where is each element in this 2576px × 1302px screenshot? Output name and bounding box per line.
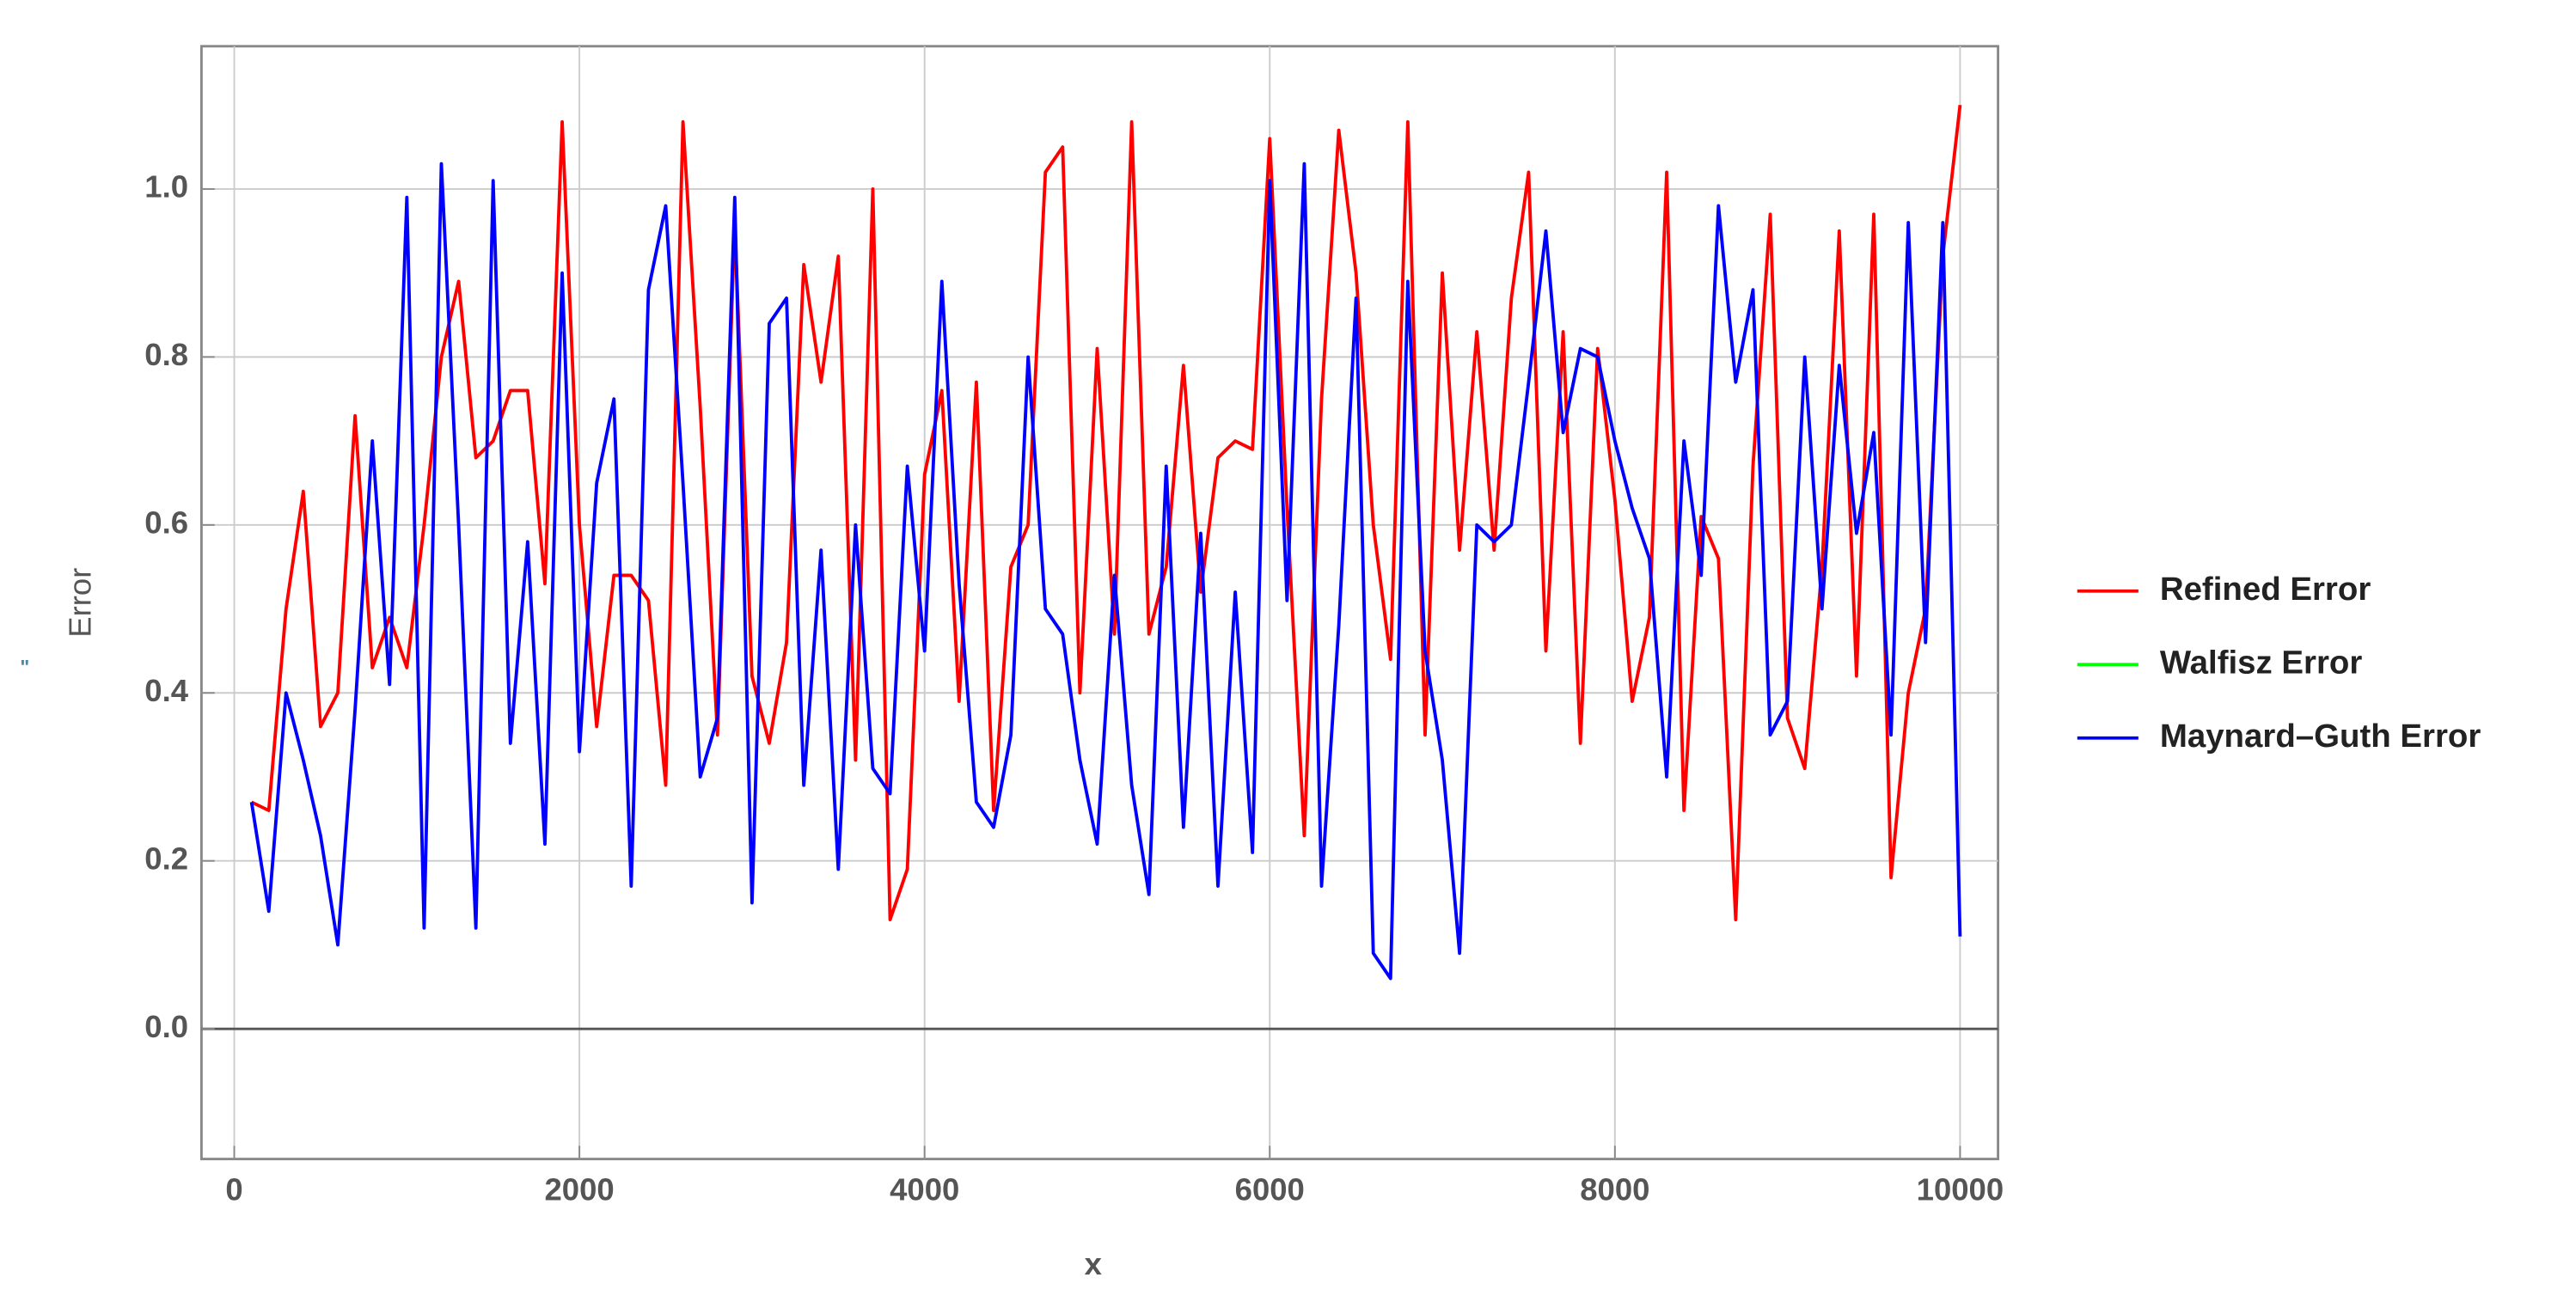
y-tick-label: 0.2 — [144, 840, 188, 876]
y-tick-label: 0.0 — [144, 1009, 188, 1044]
x-tick-label: 8000 — [1580, 1172, 1649, 1207]
y-tick-label: 0.6 — [144, 504, 188, 540]
series-line — [249, 162, 1962, 981]
legend-label: Refined Error — [2160, 571, 2371, 608]
x-tick-label: 4000 — [890, 1172, 959, 1207]
x-tick-label: 0 — [225, 1172, 242, 1207]
annotation: " — [20, 656, 29, 678]
series-line — [250, 104, 1962, 922]
legend-label: Walfisz Error — [2160, 644, 2363, 681]
y-tick-label: 1.0 — [144, 169, 188, 205]
y-tick-label: 0.8 — [144, 337, 188, 372]
y-axis-label: Error — [63, 568, 98, 638]
x-axis-label: x — [1085, 1246, 1103, 1281]
x-tick-label: 10000 — [1917, 1172, 2004, 1207]
y-tick-label: 0.4 — [144, 673, 188, 708]
x-tick-label: 6000 — [1235, 1172, 1305, 1207]
legend-label: Maynard–Guth Error — [2160, 718, 2481, 755]
x-tick-label: 2000 — [545, 1172, 615, 1207]
plot-frame — [199, 45, 2000, 1161]
